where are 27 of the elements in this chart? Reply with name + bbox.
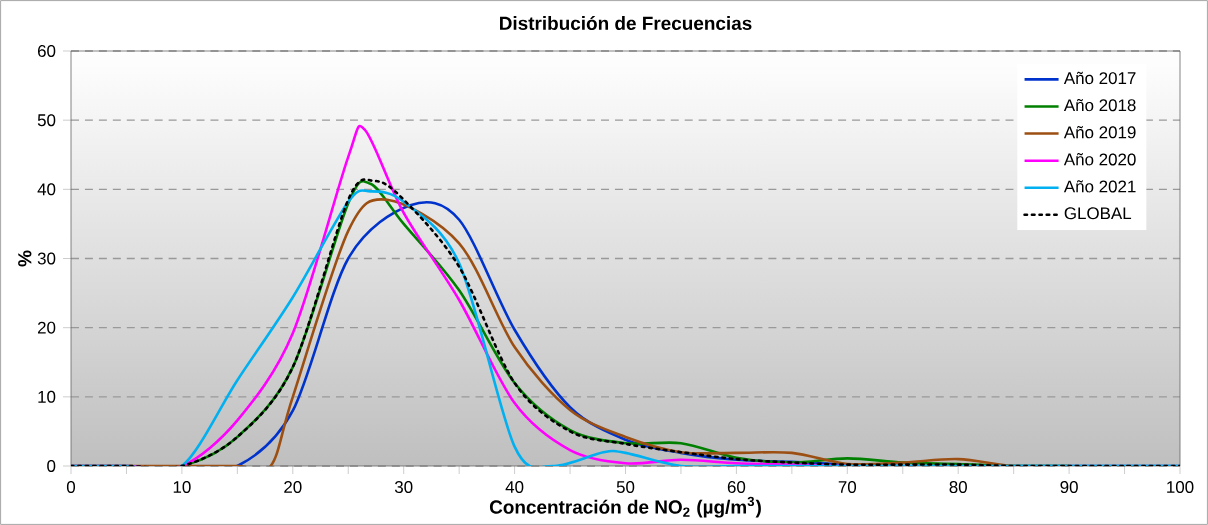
x-tick-label: 20 [284,481,302,494]
y-tick-label: 50 [37,114,56,127]
y-tick-label: 10 [38,390,56,403]
legend-label: Año 2019 [1063,126,1136,139]
x-tick-label: 0 [66,481,76,494]
x-tick-label: 50 [616,481,635,494]
legend-label: Año 2021 [1063,180,1136,193]
x-axis-title: Concentración de NO$_{2}$ (µg/m$^{3}$) [489,496,761,518]
x-tick-label: 80 [949,481,967,494]
y-tick-label: 20 [37,321,56,334]
y-tick-label: 60 [38,45,56,57]
y-tick-label: 30 [37,252,56,265]
legend-label: GLOBAL [1064,207,1132,220]
x-tick-label: 100 [1167,481,1194,494]
x-tick-label: 70 [838,481,857,494]
y-tick-label: 0 [47,460,56,472]
y-tick-label: 40 [37,183,56,196]
x-tick-label: 90 [1060,481,1078,494]
chart-title: Distribución de Frecuencias [500,15,752,31]
x-tick-label: 60 [727,481,746,494]
y-axis-title: % [18,250,32,267]
legend-label: Año 2018 [1063,98,1136,112]
x-tick-label: 40 [505,481,524,494]
x-tick-label: 30 [394,481,413,494]
legend-label: Año 2020 [1063,153,1136,166]
x-tick-label: 10 [173,481,191,494]
legend-label: Año 2017 [1063,71,1136,85]
